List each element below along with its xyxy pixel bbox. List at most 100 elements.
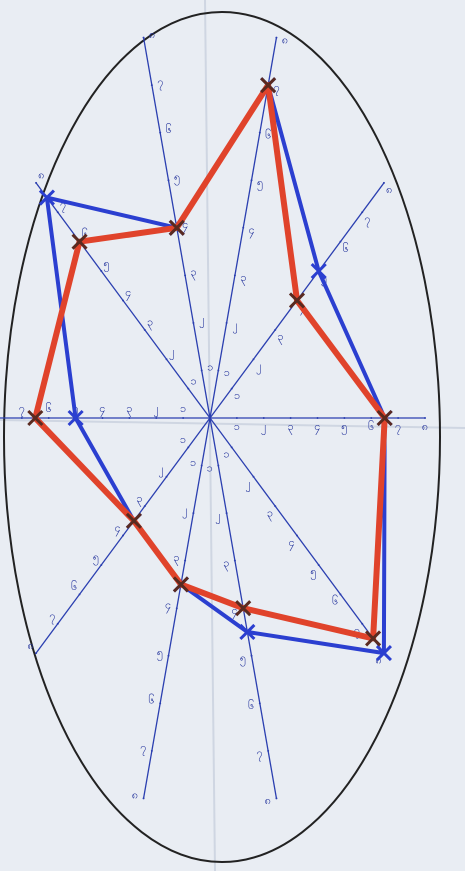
tick-mark [290,417,292,419]
tick-label: ၇ [364,213,370,228]
tick-label: ၃ [223,556,229,571]
tick-mark [397,417,399,419]
tick-label: ၇ [140,741,146,756]
tick-mark [267,750,269,752]
tick-label: ၄ [314,420,320,435]
tick-mark [274,505,276,507]
tick-mark [184,274,186,276]
tick-mark [122,299,124,301]
tick-label: ၇ [395,420,401,435]
tick-mark [383,182,385,184]
tick-mark [234,560,236,562]
tick-mark [317,417,319,419]
tick-mark [252,358,254,360]
tick-mark [128,417,130,419]
tick-label: ၃ [267,506,273,521]
tick-label: ၃ [288,420,294,435]
tick-mark [100,564,102,566]
tick-label: ၂ [232,319,237,334]
tick-label: ၁ [224,366,230,379]
tick-mark [144,505,146,507]
tick-mark [201,465,203,467]
tick-label: ၅ [310,565,316,580]
tick-mark [166,358,168,360]
tick-mark [263,417,265,419]
tick-mark [259,132,261,134]
tick-mark [144,329,146,331]
tick-mark [370,417,372,419]
tick-label: ၅ [174,170,180,185]
tick-mark [187,388,189,390]
tick-mark [79,593,81,595]
tick-label: ၄ [165,598,171,613]
tick-mark [48,417,50,419]
tick-mark [217,465,219,467]
tick-label: ၈ [265,794,271,807]
tick-mark [176,607,178,609]
tick-mark [143,37,145,39]
tick-label: ၄ [289,536,295,551]
tick-mark [182,417,184,419]
tick-mark [217,369,219,371]
tick-mark [361,623,363,625]
tick-mark [167,179,169,181]
tick-label: ၂ [256,360,261,375]
tick-mark [226,512,228,514]
tick-mark [275,37,277,39]
tick-mark [242,227,244,229]
tick-label: ၃ [147,316,153,331]
tick-label: ၄ [99,402,105,417]
tick-label: ၃ [191,266,197,281]
tick-label: ၁ [223,448,229,461]
tick-label: ၂ [154,402,159,417]
tick-label: ၃ [136,492,142,507]
tick-label: ၃ [240,271,246,286]
tick-mark [361,211,363,213]
tick-label: ၄ [249,224,255,239]
tick-mark [251,655,253,657]
tick-label: ၆ [149,694,155,707]
tick-mark [187,446,189,448]
tick-label: ၇ [19,402,25,417]
tick-label: ၁ [207,461,213,474]
tick-label: ၇ [157,75,163,90]
tick-label: ၈ [422,420,428,433]
tick-mark [274,329,276,331]
tick-label: ၇ [49,609,55,624]
tick-mark [143,797,145,799]
tick-label: ၆ [265,128,271,141]
tick-label: ၅ [341,420,347,435]
tick-mark [35,652,37,654]
tick-label: ၁ [190,456,196,469]
tick-mark [151,750,153,752]
tick-label: ၅ [257,176,263,191]
tick-label: ၈ [282,33,288,46]
tick-label: ၈ [149,28,155,41]
tick-label: ၆ [46,402,52,415]
tick-label: ၁ [207,361,213,374]
tick-label: ၂ [215,509,220,524]
tick-label: ၁ [180,402,186,415]
tick-mark [167,655,169,657]
tick-mark [275,797,277,799]
tick-label: ၆ [248,699,254,712]
tick-label: ၂ [182,503,187,518]
tick-mark [318,564,320,566]
tick-label: ၆ [166,123,172,136]
tick-label: ၄ [125,286,131,301]
tick-label: ၂ [245,477,250,492]
tick-mark [166,476,168,478]
tick-label: ၂ [169,345,174,360]
tick-label: ၁ [180,433,186,446]
tick-label: ၂ [261,420,266,435]
tick-mark [35,182,37,184]
tick-label: ၅ [93,551,99,566]
tick-label: ၁ [234,389,240,402]
tick-mark [424,417,426,419]
tick-label: ၂ [159,462,164,477]
tick-mark [231,446,233,448]
tick-mark [159,132,161,134]
tick-label: ၆ [71,580,77,593]
tick-mark [231,388,233,390]
tick-label: ၆ [368,420,374,433]
